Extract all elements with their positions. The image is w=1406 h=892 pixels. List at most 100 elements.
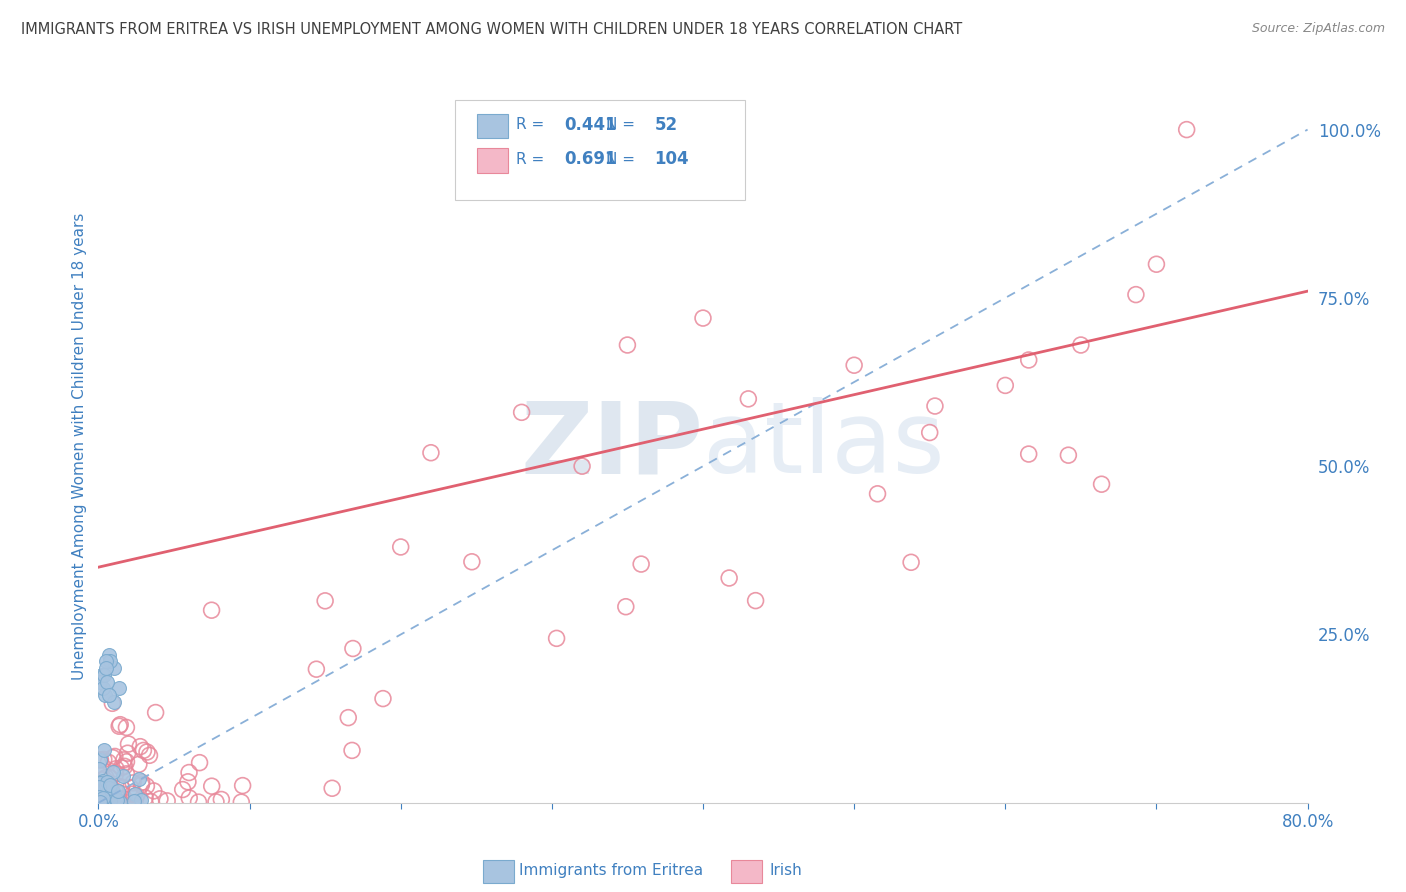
Point xyxy=(103,786,125,800)
Point xyxy=(98,793,121,807)
Point xyxy=(100,771,122,785)
Point xyxy=(89,790,111,805)
Point xyxy=(314,594,336,608)
Point xyxy=(231,795,253,809)
Point xyxy=(111,791,134,805)
Point xyxy=(630,557,652,571)
Point xyxy=(98,780,121,795)
Point xyxy=(571,459,593,474)
Point xyxy=(89,753,111,767)
Point xyxy=(1018,447,1040,461)
Point xyxy=(111,781,134,796)
Point xyxy=(924,399,946,413)
Point xyxy=(122,776,145,790)
Text: N =: N = xyxy=(606,118,640,132)
Point xyxy=(128,772,150,786)
Point xyxy=(232,779,254,793)
Point xyxy=(156,794,179,808)
Point xyxy=(108,719,131,733)
Point xyxy=(115,721,138,735)
Point xyxy=(718,571,741,585)
Point xyxy=(994,378,1017,392)
Point xyxy=(110,717,132,731)
Point xyxy=(98,655,121,669)
Point xyxy=(100,786,122,800)
Point xyxy=(94,688,117,702)
Point xyxy=(90,792,112,806)
Point xyxy=(1144,257,1167,271)
Point xyxy=(120,780,142,795)
Text: Source: ZipAtlas.com: Source: ZipAtlas.com xyxy=(1251,22,1385,36)
Point xyxy=(89,789,111,803)
Point xyxy=(91,791,114,805)
Point xyxy=(94,661,117,675)
Point xyxy=(420,446,443,460)
Point xyxy=(89,795,111,809)
Point xyxy=(98,794,121,808)
Point xyxy=(145,706,167,720)
Point xyxy=(96,779,118,793)
Point xyxy=(117,737,139,751)
Point xyxy=(209,792,232,806)
Point xyxy=(96,790,118,805)
Point xyxy=(91,774,114,789)
Point xyxy=(117,746,139,760)
Point xyxy=(104,767,127,781)
Point xyxy=(94,771,117,785)
Point xyxy=(125,789,148,803)
Text: Immigrants from Eritrea: Immigrants from Eritrea xyxy=(519,863,703,878)
Point xyxy=(110,761,132,775)
Point xyxy=(105,793,128,807)
Point xyxy=(337,711,360,725)
Point xyxy=(135,779,157,793)
Text: Irish: Irish xyxy=(769,863,803,878)
Y-axis label: Unemployment Among Women with Children Under 18 years: Unemployment Among Women with Children U… xyxy=(72,212,87,680)
Point xyxy=(1070,338,1092,352)
Point xyxy=(389,540,412,554)
Point xyxy=(177,765,200,780)
Point xyxy=(91,795,114,809)
Point xyxy=(91,772,114,787)
Point xyxy=(98,779,121,793)
Text: IMMIGRANTS FROM ERITREA VS IRISH UNEMPLOYMENT AMONG WOMEN WITH CHILDREN UNDER 18: IMMIGRANTS FROM ERITREA VS IRISH UNEMPLO… xyxy=(21,22,962,37)
Point xyxy=(107,784,129,798)
Point xyxy=(128,757,150,772)
Point xyxy=(101,750,124,764)
Point xyxy=(844,358,866,372)
Point xyxy=(108,795,131,809)
Point xyxy=(90,789,112,804)
Point xyxy=(98,778,121,792)
Point xyxy=(97,756,120,770)
Text: 104: 104 xyxy=(655,150,689,168)
Point xyxy=(142,784,165,798)
Point xyxy=(1125,287,1147,301)
Point xyxy=(692,311,714,326)
Point xyxy=(108,792,131,806)
Point xyxy=(98,688,121,702)
Point xyxy=(149,792,172,806)
Point xyxy=(546,632,568,646)
FancyBboxPatch shape xyxy=(482,860,515,883)
Point xyxy=(91,786,114,800)
Point xyxy=(105,784,128,798)
FancyBboxPatch shape xyxy=(477,114,509,138)
Point xyxy=(93,752,115,766)
Point xyxy=(124,787,146,801)
Point xyxy=(94,792,117,806)
Point xyxy=(97,648,120,662)
Point xyxy=(112,753,135,767)
Point xyxy=(305,662,328,676)
Point xyxy=(131,778,153,792)
Point xyxy=(89,778,111,792)
Point xyxy=(461,555,484,569)
Point xyxy=(93,791,115,805)
Point xyxy=(510,405,533,419)
Point xyxy=(103,764,125,779)
FancyBboxPatch shape xyxy=(731,860,762,883)
Point xyxy=(96,775,118,789)
Point xyxy=(124,794,146,808)
Point xyxy=(87,795,110,809)
Point xyxy=(111,787,134,801)
Point xyxy=(134,790,156,805)
Point xyxy=(89,674,111,689)
